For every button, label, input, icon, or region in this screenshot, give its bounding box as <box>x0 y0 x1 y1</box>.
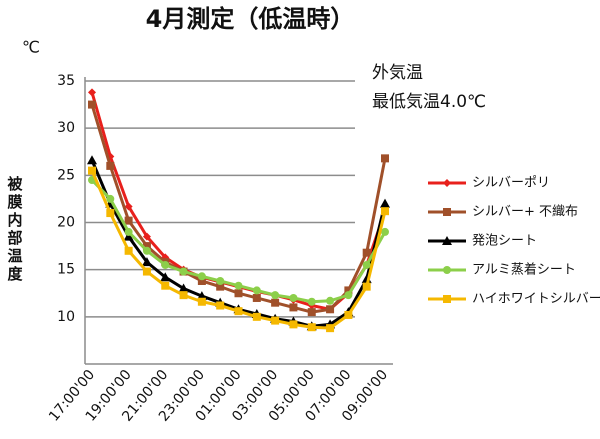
legend-label: シルバー+ 不織布 <box>472 205 578 220</box>
marker <box>234 289 243 298</box>
marker <box>124 202 133 211</box>
legend-marker <box>443 208 451 216</box>
annotation: 最低気温4.0℃ <box>372 92 486 112</box>
marker <box>161 281 170 290</box>
marker <box>141 257 152 267</box>
marker <box>160 272 171 282</box>
marker <box>216 301 225 310</box>
legend-label: ハイホワイトシルバー <box>472 292 600 307</box>
marker <box>381 154 389 163</box>
marker <box>216 276 225 285</box>
marker <box>326 305 335 314</box>
marker <box>271 316 280 325</box>
marker <box>88 88 96 97</box>
marker <box>197 297 206 306</box>
y-axis-label: 被膜内部温度 <box>6 175 24 284</box>
marker <box>142 267 151 276</box>
marker <box>252 293 261 302</box>
marker <box>124 227 133 236</box>
marker <box>307 297 316 306</box>
marker <box>197 276 206 285</box>
y-unit: ℃ <box>22 38 40 57</box>
marker <box>142 232 151 241</box>
marker <box>289 293 298 302</box>
marker <box>271 298 280 307</box>
marker <box>87 155 97 165</box>
legend-marker <box>443 295 451 303</box>
marker <box>381 207 389 216</box>
marker <box>307 323 316 332</box>
marker <box>197 272 206 281</box>
marker <box>106 161 115 170</box>
legend-label: アルミ蒸着シート <box>472 262 576 278</box>
marker <box>289 303 298 312</box>
marker <box>88 166 96 175</box>
chart-title: 4月測定（低温時） <box>146 5 355 33</box>
marker <box>362 260 371 269</box>
legend-label: シルバーポリ <box>472 176 550 191</box>
annotation: 外気温 <box>372 63 423 83</box>
marker <box>161 260 170 269</box>
marker <box>179 291 188 300</box>
y-tick-label: 30 <box>57 120 75 136</box>
y-tick-label: 35 <box>57 73 75 89</box>
marker <box>234 307 243 316</box>
marker <box>124 216 133 225</box>
marker <box>106 209 115 218</box>
marker <box>362 282 371 291</box>
series-line <box>90 91 387 311</box>
series-line <box>90 104 387 314</box>
y-tick-label: 25 <box>57 167 75 183</box>
marker <box>381 227 389 236</box>
legend-marker <box>443 179 451 187</box>
marker <box>123 231 134 241</box>
marker <box>326 324 335 333</box>
marker <box>326 296 335 305</box>
marker <box>271 291 280 300</box>
marker <box>362 248 371 257</box>
y-tick-label: 15 <box>57 262 75 278</box>
marker <box>106 194 115 203</box>
marker <box>88 100 96 109</box>
y-tick-label: 20 <box>57 215 75 231</box>
y-tick-label: 10 <box>57 309 75 325</box>
marker <box>252 312 261 321</box>
legend-marker <box>443 266 451 274</box>
marker <box>344 291 353 300</box>
marker <box>380 198 390 208</box>
legend-marker <box>442 236 452 245</box>
marker <box>179 267 188 276</box>
marker <box>289 320 298 329</box>
marker <box>344 286 353 295</box>
marker <box>178 283 189 293</box>
marker <box>344 310 353 319</box>
marker <box>142 246 151 255</box>
marker <box>142 242 151 251</box>
marker <box>216 282 225 291</box>
legend-label: 発泡シート <box>472 234 537 249</box>
marker <box>307 308 316 317</box>
marker <box>234 281 243 290</box>
marker <box>252 286 261 295</box>
marker <box>124 246 133 255</box>
